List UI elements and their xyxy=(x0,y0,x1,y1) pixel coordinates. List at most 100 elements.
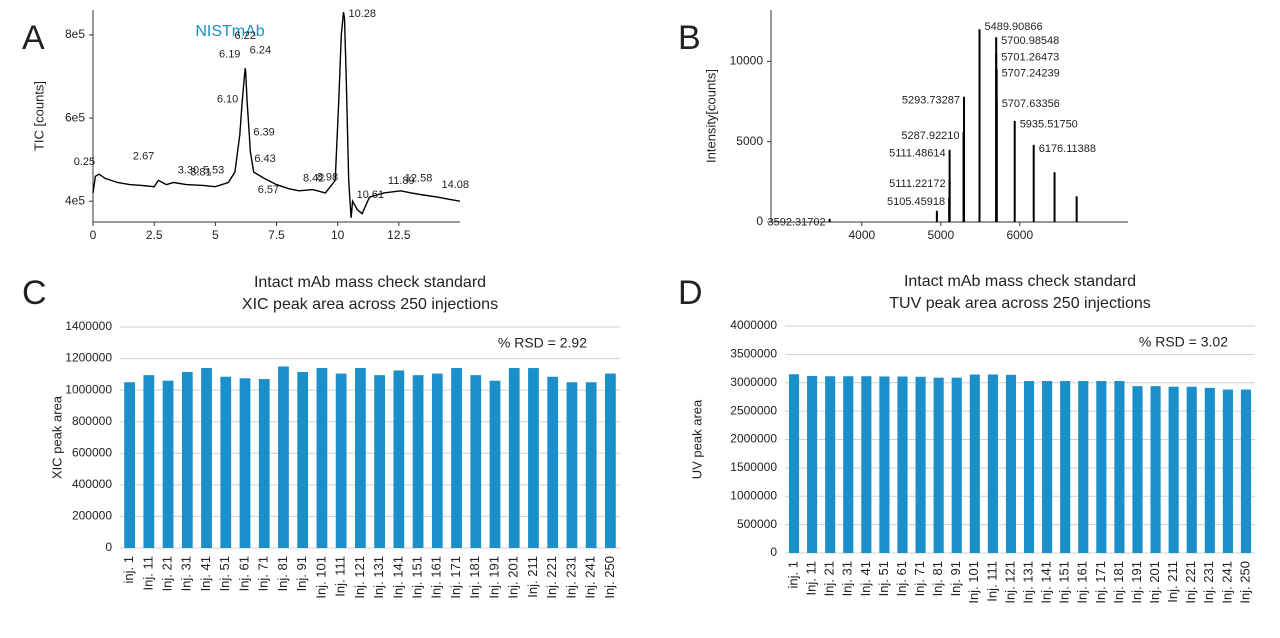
peak-label: 10.61 xyxy=(357,189,385,201)
axes xyxy=(770,10,1128,223)
y-tick-label: 500000 xyxy=(737,517,777,531)
peak-label: 12.58 xyxy=(405,173,433,185)
peak-label: 5489.90866 xyxy=(985,21,1043,33)
bar xyxy=(278,366,289,548)
y-axis-label: UV peak area xyxy=(689,399,704,479)
panel-label: B xyxy=(678,19,701,57)
bar xyxy=(585,382,597,548)
y-tick-label: 200000 xyxy=(72,509,112,523)
bar xyxy=(987,374,998,553)
bar xyxy=(201,368,212,548)
bar xyxy=(1060,381,1071,553)
bar xyxy=(1078,381,1089,553)
x-tick-label: Inj. 91 xyxy=(294,556,309,591)
peak-label: 8.98 xyxy=(317,171,338,183)
bar xyxy=(143,375,155,548)
bar xyxy=(566,382,578,548)
chart-title: Intact mAb mass check standard xyxy=(904,273,1136,290)
bar xyxy=(1023,381,1035,553)
x-tick-label: 12.5 xyxy=(387,228,411,242)
x-tick-label: 0 xyxy=(90,228,97,242)
x-tick-label: Inj. 221 xyxy=(544,556,559,599)
peak-label: 5935.51750 xyxy=(1020,119,1078,131)
bar xyxy=(489,380,501,548)
x-tick-label: Inj. 31 xyxy=(179,556,194,591)
x-tick-label: Inj. 201 xyxy=(1147,561,1162,604)
peak-label: 3.81 xyxy=(190,166,211,178)
peak-label: 5707.63356 xyxy=(1002,98,1060,110)
x-tick-label: Inj. 121 xyxy=(352,556,367,599)
bar xyxy=(1132,386,1143,553)
peak-label: 8.42 xyxy=(303,173,324,185)
bar xyxy=(605,373,616,548)
annotation: % RSD = 3.02 xyxy=(1139,334,1228,350)
y-tick-label: 6e5 xyxy=(65,110,85,124)
bar xyxy=(220,376,232,548)
peak-label: 5707.24239 xyxy=(1002,67,1060,79)
bar xyxy=(239,378,251,548)
x-tick-label: 10 xyxy=(331,228,345,242)
x-tick-label: 5 xyxy=(212,228,219,242)
bar xyxy=(861,376,872,553)
peak-label: 0.25 xyxy=(74,156,95,168)
x-tick-label: Inj. 51 xyxy=(876,561,891,596)
bar xyxy=(1222,389,1233,553)
x-tick-label: 4000 xyxy=(848,228,875,242)
y-tick-label: 3500000 xyxy=(730,347,777,361)
bar xyxy=(451,368,462,548)
chart-subtitle: XIC peak area across 250 injections xyxy=(242,296,498,313)
x-tick-label: Inj. 91 xyxy=(948,561,963,596)
x-tick-label: Inj. 71 xyxy=(912,561,927,596)
bar xyxy=(355,368,366,548)
peak-label: 3592.31702 xyxy=(768,217,826,229)
bar xyxy=(1114,381,1125,553)
bar xyxy=(1042,381,1053,553)
x-tick-label: Inj. 171 xyxy=(448,556,463,599)
bar xyxy=(1240,389,1252,553)
bar xyxy=(825,376,836,553)
bar xyxy=(297,371,309,548)
x-tick-label: Inj. 231 xyxy=(1201,561,1216,604)
peak-label: 6.22 xyxy=(234,30,255,42)
y-axis-label: XIC peak area xyxy=(49,395,64,479)
peak-label: 5.53 xyxy=(203,164,224,176)
x-tick-label: Inj. 151 xyxy=(1057,561,1072,604)
annotation: % RSD = 2.92 xyxy=(498,335,587,351)
peak-label: 6.43 xyxy=(254,153,275,165)
peak-label: 14.08 xyxy=(441,179,469,191)
trace xyxy=(92,11,461,218)
peak-label: 6.24 xyxy=(250,44,271,56)
bar xyxy=(933,377,944,553)
x-tick-label: 7.5 xyxy=(268,228,285,242)
bar xyxy=(1150,386,1161,553)
x-tick-label: Inj. 181 xyxy=(467,556,482,599)
peak-label: 10.28 xyxy=(349,8,377,20)
bar xyxy=(879,376,890,553)
bar xyxy=(1168,386,1179,553)
y-tick-label: 1000000 xyxy=(65,382,112,396)
bar xyxy=(915,376,926,553)
y-tick-label: 1400000 xyxy=(65,319,112,333)
bar xyxy=(508,368,520,548)
bar xyxy=(316,368,328,548)
x-tick-label: Inj. 41 xyxy=(198,556,213,591)
bar xyxy=(1096,381,1107,553)
y-tick-label: 2000000 xyxy=(730,432,777,446)
x-tick-label: 2.5 xyxy=(146,228,163,242)
bar xyxy=(258,379,270,548)
x-tick-label: Inj. 241 xyxy=(583,556,598,599)
x-tick-label: Inj. 221 xyxy=(1183,561,1198,604)
x-tick-label: Inj. 81 xyxy=(275,556,290,591)
peak-label: 5111.22172 xyxy=(889,178,945,190)
bar xyxy=(1186,386,1197,553)
x-tick-label: Inj. 250 xyxy=(1237,561,1252,604)
x-tick-label: Inj. 21 xyxy=(822,561,837,596)
peak-label: 5700.98548 xyxy=(1001,35,1059,47)
y-tick-label: 600000 xyxy=(72,445,112,459)
y-tick-label: 2500000 xyxy=(730,403,777,417)
peak-label: 5287.92210 xyxy=(901,130,959,142)
y-tick-label: 1000000 xyxy=(730,488,777,502)
y-tick-label: 5000 xyxy=(736,134,763,148)
peak-label: 11.89 xyxy=(388,175,415,187)
